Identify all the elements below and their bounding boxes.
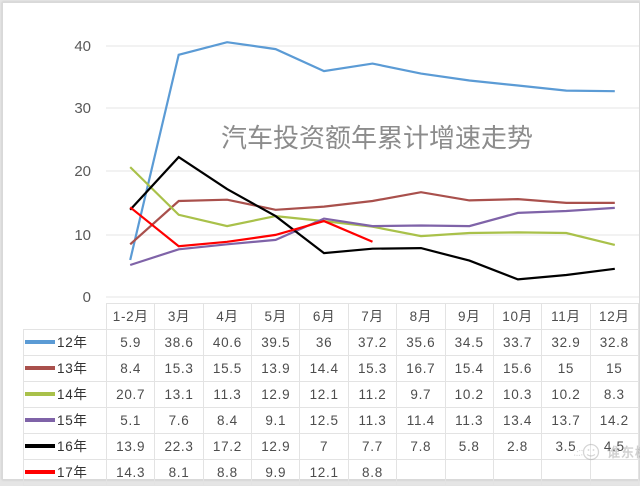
svg-text:20: 20	[74, 163, 91, 180]
svg-text:汽车投资额年累计增速走势: 汽车投资额年累计增速走势	[221, 123, 533, 153]
svg-text:10: 10	[74, 227, 91, 244]
svg-text:30: 30	[74, 100, 91, 117]
svg-text:40: 40	[74, 38, 91, 55]
